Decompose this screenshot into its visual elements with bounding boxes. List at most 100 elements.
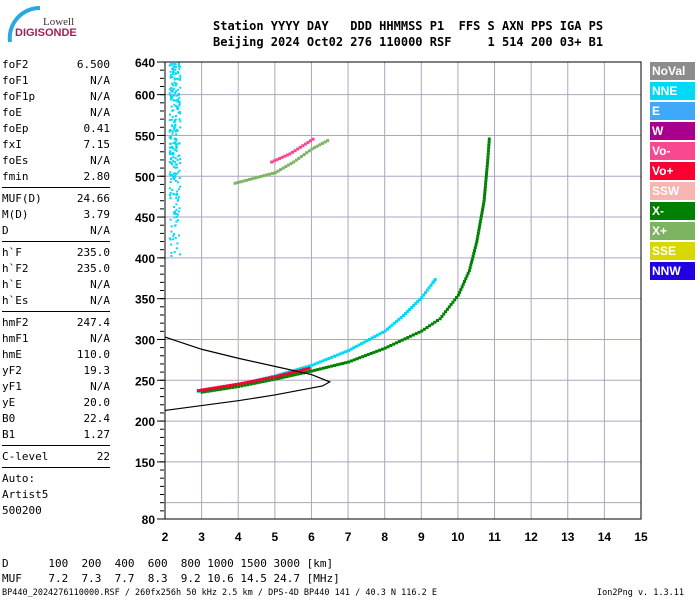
echo-point-x- xyxy=(372,350,376,354)
echo-point-x+ xyxy=(245,178,249,182)
echo-point-x- xyxy=(453,298,457,302)
echo-point-vo+ xyxy=(258,378,262,382)
noise-echo xyxy=(172,94,175,97)
x-tick-label: 4 xyxy=(235,530,242,544)
noise-echo xyxy=(173,129,176,132)
echo-point-x+ xyxy=(262,174,266,178)
echo-point-x+ xyxy=(259,174,263,178)
echo-point-x- xyxy=(469,263,473,267)
echo-point-nne xyxy=(327,356,331,360)
echo-point-nne xyxy=(307,364,311,368)
param-name: foF2 xyxy=(2,58,29,71)
echo-point-vo+ xyxy=(267,376,271,380)
noise-echo xyxy=(170,105,173,108)
echo-point-nne xyxy=(423,291,427,295)
noise-echo xyxy=(174,91,177,94)
param-name: fmin xyxy=(2,170,29,183)
echo-point-x- xyxy=(344,361,348,365)
echo-point-x- xyxy=(270,378,274,382)
echo-point-x- xyxy=(487,143,491,147)
noise-echo xyxy=(179,74,182,77)
echo-point-vo- xyxy=(293,149,297,153)
echo-point-x- xyxy=(386,345,390,349)
echo-point-nne xyxy=(392,321,396,325)
echo-point-x- xyxy=(366,353,370,357)
echo-point-vo+ xyxy=(279,373,283,377)
noise-echo xyxy=(176,242,179,245)
echo-point-nne xyxy=(385,327,389,331)
echo-point-nne xyxy=(388,325,392,329)
noise-echo xyxy=(175,215,178,218)
echo-point-x- xyxy=(200,390,204,394)
noise-echo xyxy=(171,173,174,176)
param-row: h`E N/A xyxy=(2,277,110,293)
noise-echo xyxy=(171,145,174,148)
param-name: h`F xyxy=(2,246,22,259)
noise-echo xyxy=(177,171,180,174)
echo-point-nne xyxy=(425,288,429,292)
echo-point-x- xyxy=(486,152,490,156)
echo-point-vo+ xyxy=(249,380,253,384)
noise-echo xyxy=(173,216,176,219)
noise-echo xyxy=(175,128,178,131)
echo-point-vo- xyxy=(280,155,284,159)
echo-point-x- xyxy=(264,379,268,383)
echo-point-x- xyxy=(287,374,291,378)
echo-point-x- xyxy=(246,383,250,387)
param-value: N/A xyxy=(90,332,110,345)
echo-point-x+ xyxy=(233,181,237,185)
separator xyxy=(2,311,110,312)
noise-echo xyxy=(170,161,173,164)
legend-item: X- xyxy=(650,202,695,220)
noise-echo xyxy=(177,181,180,184)
noise-echo xyxy=(174,115,177,118)
noise-echo xyxy=(179,162,182,165)
noise-echo xyxy=(176,219,179,222)
param-value: N/A xyxy=(90,380,110,393)
echo-point-x- xyxy=(255,381,259,385)
noise-echo xyxy=(173,251,176,254)
echo-point-nne xyxy=(341,351,345,355)
echo-point-x- xyxy=(475,237,479,241)
noise-echo xyxy=(168,194,171,197)
echo-point-x+ xyxy=(315,144,319,148)
echo-point-vo+ xyxy=(196,389,200,393)
noise-echo xyxy=(172,64,175,67)
echo-point-x- xyxy=(447,305,451,309)
echo-point-x- xyxy=(369,351,373,355)
echo-point-x+ xyxy=(268,172,272,176)
noise-echo xyxy=(174,68,177,71)
legend-item: NNE xyxy=(650,82,695,100)
echo-point-x- xyxy=(203,390,207,394)
noise-echo xyxy=(169,196,172,199)
noise-echo xyxy=(170,87,173,90)
noise-echo xyxy=(179,86,182,89)
header-values: Beijing 2024 Oct02 276 110000 RSF 1 514 … xyxy=(213,35,604,49)
echo-point-nne xyxy=(338,352,342,356)
echo-point-x- xyxy=(378,348,382,352)
echo-point-x- xyxy=(485,164,489,168)
echo-point-vo+ xyxy=(252,379,256,383)
echo-point-vo- xyxy=(283,154,287,158)
echo-point-x- xyxy=(463,279,467,283)
noise-echo xyxy=(173,206,176,209)
noise-echo xyxy=(175,90,178,93)
param-value: 1.27 xyxy=(83,428,111,441)
noise-echo xyxy=(174,210,177,213)
echo-point-x- xyxy=(403,337,407,341)
echo-point-nne xyxy=(324,358,328,362)
noise-echo xyxy=(173,63,176,66)
noise-echo xyxy=(169,173,172,176)
noise-echo xyxy=(168,113,171,116)
noise-echo xyxy=(173,126,176,129)
param-row: foF1 N/A xyxy=(2,73,110,89)
echo-point-vo+ xyxy=(270,375,274,379)
echo-point-vo+ xyxy=(246,380,250,384)
legend-item: NNW xyxy=(650,262,695,280)
logo-arc-icon xyxy=(7,5,41,43)
echo-point-x- xyxy=(206,389,210,393)
echo-point-x- xyxy=(480,208,484,212)
noise-echo xyxy=(174,179,177,182)
echo-point-nne xyxy=(347,349,351,353)
noise-echo xyxy=(173,78,176,81)
